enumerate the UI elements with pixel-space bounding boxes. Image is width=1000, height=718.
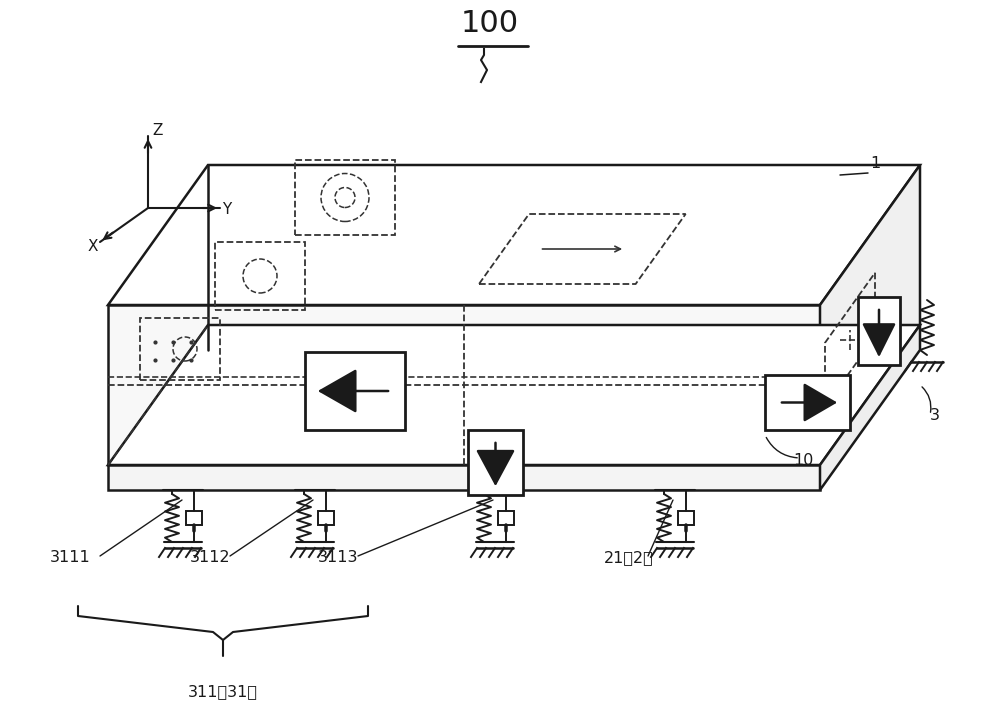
Text: 1: 1 bbox=[870, 156, 880, 171]
Bar bbox=[140, 318, 220, 380]
Text: 3111: 3111 bbox=[50, 550, 91, 565]
Bar bbox=[215, 242, 305, 310]
Text: X: X bbox=[88, 239, 98, 254]
Bar bbox=[186, 511, 202, 525]
Text: 3112: 3112 bbox=[190, 550, 231, 565]
Text: 3113: 3113 bbox=[318, 550, 358, 565]
Bar bbox=[765, 375, 850, 430]
Bar bbox=[468, 430, 523, 495]
Bar bbox=[678, 511, 694, 525]
Bar bbox=[498, 511, 514, 525]
Text: Z: Z bbox=[152, 123, 162, 138]
Bar bbox=[305, 352, 405, 430]
Bar bbox=[295, 160, 395, 235]
Text: 10: 10 bbox=[793, 453, 813, 468]
Bar bbox=[858, 297, 900, 365]
Polygon shape bbox=[108, 325, 920, 465]
Polygon shape bbox=[820, 325, 920, 490]
Bar bbox=[318, 511, 334, 525]
Text: 311（31）: 311（31） bbox=[188, 684, 258, 699]
Polygon shape bbox=[108, 465, 820, 490]
Polygon shape bbox=[108, 165, 920, 305]
Text: 21（2）: 21（2） bbox=[604, 550, 654, 565]
Polygon shape bbox=[820, 165, 920, 465]
Polygon shape bbox=[108, 305, 820, 465]
Text: 3: 3 bbox=[930, 408, 940, 423]
Text: Y: Y bbox=[222, 202, 231, 217]
Text: 100: 100 bbox=[461, 9, 519, 38]
